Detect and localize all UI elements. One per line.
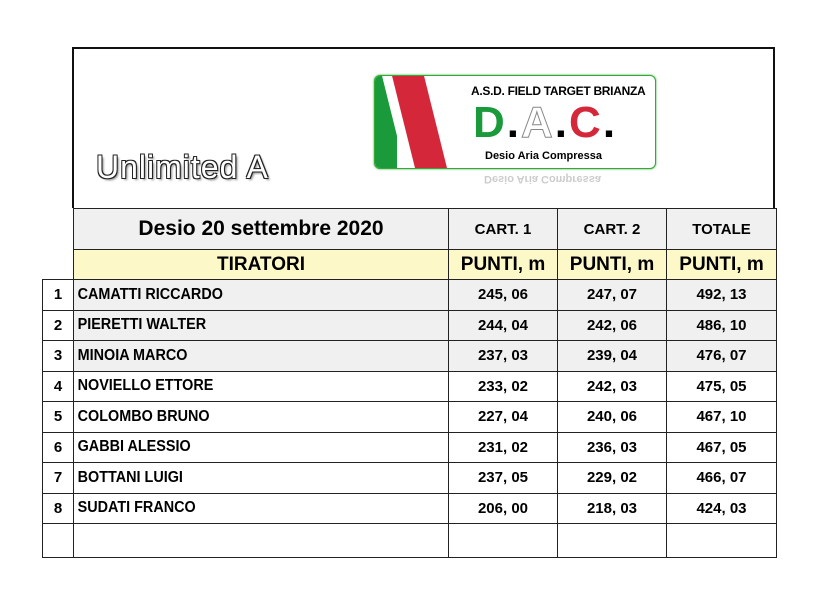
total-score: 424, 03 — [666, 492, 777, 524]
shooter-name: CAMATTI RICCARDO — [73, 279, 449, 311]
rank-cell: 5 — [42, 401, 74, 433]
logo-subtitle: Desio Aria Compressa — [485, 150, 602, 162]
rank-cell: 4 — [42, 370, 74, 402]
empty-row — [42, 523, 777, 558]
shooter-name: PIERETTI WALTER — [73, 309, 449, 341]
cart2-score: 240, 06 — [557, 401, 667, 433]
logo-reflection: Desio Aria Compressa — [484, 173, 601, 185]
table-row: 2 PIERETTI WALTER 244, 04 242, 06 486, 10 — [42, 309, 777, 341]
cart1-score: 233, 02 — [448, 370, 558, 402]
total-score: 466, 07 — [666, 462, 777, 494]
rank-cell: 7 — [42, 462, 74, 494]
total-score: 486, 10 — [666, 309, 777, 341]
header-panel: Unlimited A A.S.D. FIELD TARGET BRIANZA … — [72, 47, 775, 208]
table-row: 6 GABBI ALESSIO 231, 02 236, 03 467, 05 — [42, 431, 777, 463]
table-row: 7 BOTTANI LUIGI 237, 05 229, 02 466, 07 — [42, 462, 777, 494]
rank-cell: 8 — [42, 492, 74, 524]
cart1-score: 206, 00 — [448, 492, 558, 524]
unit-cart1: PUNTI, m — [448, 249, 558, 280]
shooter-name: MINOIA MARCO — [73, 340, 449, 372]
shooter-name-text: SUDATI FRANCO — [77, 499, 196, 517]
table-row: 5 COLOMBO BRUNO 227, 04 240, 06 467, 10 — [42, 401, 777, 433]
total-score: 475, 05 — [666, 370, 777, 402]
shooter-name: GABBI ALESSIO — [73, 431, 449, 463]
cart2-score: 229, 02 — [557, 462, 667, 494]
cart1-score: 244, 04 — [448, 309, 558, 341]
cart1-score: 231, 02 — [448, 431, 558, 463]
rank-cell: 6 — [42, 431, 74, 463]
shooter-name-text: CAMATTI RICCARDO — [77, 285, 223, 303]
subheader-row: TIRATORI PUNTI, m PUNTI, m PUNTI, m — [42, 249, 777, 280]
cart2-score: 218, 03 — [557, 492, 667, 524]
total-score: 492, 13 — [666, 279, 777, 311]
event-title: Desio 20 settembre 2020 — [73, 208, 449, 250]
header-row: Desio 20 settembre 2020 CART. 1 CART. 2 … — [42, 208, 777, 250]
table-row: 1 CAMATTI RICCARDO 245, 06 247, 07 492, 13 — [42, 279, 777, 311]
logo-club-name: A.S.D. FIELD TARGET BRIANZA — [471, 84, 646, 98]
shooter-name-text: BOTTANI LUIGI — [77, 468, 183, 486]
cart2-score: 239, 04 — [557, 340, 667, 372]
logo-letters: D.A.C. — [473, 98, 618, 148]
rank-cell: 2 — [42, 309, 74, 341]
rank-cell: 3 — [42, 340, 74, 372]
cart2-score: 242, 03 — [557, 370, 667, 402]
col-totale: TOTALE — [666, 208, 777, 250]
shooter-name-text: GABBI ALESSIO — [77, 438, 191, 456]
col-cart1: CART. 1 — [448, 208, 558, 250]
total-score: 467, 05 — [666, 431, 777, 463]
cart1-score: 227, 04 — [448, 401, 558, 433]
shooter-name-text: NOVIELLO ETTORE — [77, 377, 214, 395]
table-row: 8 SUDATI FRANCO 206, 00 218, 03 424, 03 — [42, 492, 777, 524]
shooter-name: BOTTANI LUIGI — [73, 462, 449, 494]
shooter-name: COLOMBO BRUNO — [73, 401, 449, 433]
col-cart2: CART. 2 — [557, 208, 667, 250]
unit-cart2: PUNTI, m — [557, 249, 667, 280]
shooter-name: NOVIELLO ETTORE — [73, 370, 449, 402]
table-row: 3 MINOIA MARCO 237, 03 239, 04 476, 07 — [42, 340, 777, 372]
shooter-name-text: PIERETTI WALTER — [77, 316, 207, 334]
col-tiratori: TIRATORI — [73, 249, 449, 280]
cart1-score: 237, 05 — [448, 462, 558, 494]
cart1-score: 237, 03 — [448, 340, 558, 372]
shooter-name-text: MINOIA MARCO — [77, 346, 188, 364]
table-row: 4 NOVIELLO ETTORE 233, 02 242, 03 475, 05 — [42, 370, 777, 402]
unit-totale: PUNTI, m — [666, 249, 777, 280]
cart2-score: 242, 06 — [557, 309, 667, 341]
shooter-name-text: COLOMBO BRUNO — [77, 407, 210, 425]
total-score: 476, 07 — [666, 340, 777, 372]
cart2-score: 247, 07 — [557, 279, 667, 311]
category-title: Unlimited A — [96, 149, 269, 185]
club-logo: A.S.D. FIELD TARGET BRIANZA D.A.C. Desio… — [374, 75, 656, 169]
total-score: 467, 10 — [666, 401, 777, 433]
cart1-score: 245, 06 — [448, 279, 558, 311]
results-table: Desio 20 settembre 2020 CART. 1 CART. 2 … — [42, 208, 777, 558]
rank-cell: 1 — [42, 279, 74, 311]
cart2-score: 236, 03 — [557, 431, 667, 463]
shooter-name: SUDATI FRANCO — [73, 492, 449, 524]
